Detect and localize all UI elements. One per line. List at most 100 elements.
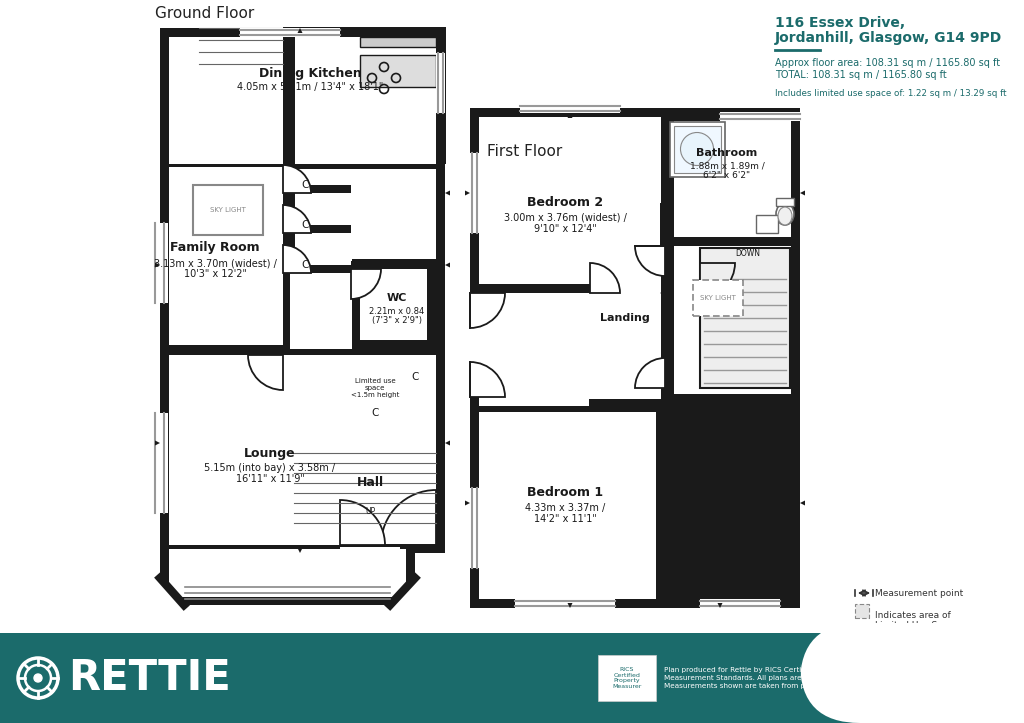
- Bar: [283, 225, 351, 233]
- Text: Plan produced for Rettie by RICS Certified Property Measurer in accordance with : Plan produced for Rettie by RICS Certifi…: [664, 667, 1024, 689]
- Wedge shape: [470, 362, 505, 397]
- Wedge shape: [470, 293, 505, 328]
- Wedge shape: [635, 358, 665, 388]
- Bar: [479, 379, 662, 399]
- Polygon shape: [660, 291, 665, 296]
- Wedge shape: [381, 490, 436, 545]
- Polygon shape: [800, 190, 805, 195]
- Text: Bedroom 3: Bedroom 3: [696, 498, 764, 508]
- Text: 16'11" x 11'9": 16'11" x 11'9": [236, 474, 304, 484]
- Bar: [360, 55, 436, 87]
- Polygon shape: [155, 440, 160, 445]
- Text: Ground Floor: Ground Floor: [155, 6, 254, 20]
- Polygon shape: [445, 262, 450, 268]
- Text: 3.00m x 3.76m (widest) /: 3.00m x 3.76m (widest) /: [504, 213, 627, 223]
- Text: Includes limited use space of: 1.22 sq m / 13.29 sq ft: Includes limited use space of: 1.22 sq m…: [775, 88, 1007, 98]
- Bar: [283, 28, 295, 355]
- Bar: [160, 547, 415, 605]
- Text: Approx floor area: 108.31 sq m / 1165.80 sq ft: Approx floor area: 108.31 sq m / 1165.80…: [775, 58, 1000, 68]
- Bar: [193, 185, 263, 235]
- Text: 6'2" x 6'2": 6'2" x 6'2": [703, 171, 751, 181]
- Bar: [283, 265, 351, 273]
- Bar: [283, 27, 445, 37]
- Bar: [470, 397, 670, 406]
- Text: 10'3" x 12'2": 10'3" x 12'2": [183, 269, 247, 279]
- Bar: [436, 53, 445, 113]
- Bar: [340, 547, 400, 562]
- Bar: [160, 28, 445, 553]
- Wedge shape: [700, 263, 735, 298]
- Bar: [0, 633, 1024, 723]
- Bar: [660, 203, 672, 608]
- Wedge shape: [351, 269, 381, 299]
- Text: Limited use
space
<1.5m height: Limited use space <1.5m height: [351, 378, 399, 398]
- Wedge shape: [248, 355, 283, 390]
- Text: UP: UP: [365, 507, 375, 515]
- Text: Indicates area of
Limited Use Space: Indicates area of Limited Use Space: [874, 611, 959, 630]
- Bar: [283, 185, 351, 193]
- Ellipse shape: [778, 207, 792, 225]
- Text: 1.88m x 1.89m /: 1.88m x 1.89m /: [689, 161, 764, 171]
- Bar: [479, 412, 656, 599]
- Wedge shape: [590, 263, 620, 293]
- Text: 9'10" x 12'4": 9'10" x 12'4": [534, 224, 596, 234]
- Text: 5.15m (into bay) x 3.58m /: 5.15m (into bay) x 3.58m /: [205, 463, 336, 473]
- Bar: [360, 268, 427, 340]
- Polygon shape: [718, 603, 723, 608]
- Polygon shape: [800, 500, 805, 505]
- Bar: [590, 246, 662, 394]
- Bar: [674, 121, 791, 237]
- Wedge shape: [340, 500, 385, 545]
- Text: Bathroom: Bathroom: [696, 148, 758, 158]
- Bar: [290, 259, 352, 349]
- Text: TOTAL: 108.31 sq m / 1165.80 sq ft: TOTAL: 108.31 sq m / 1165.80 sq ft: [775, 70, 947, 80]
- Bar: [674, 126, 721, 173]
- Circle shape: [34, 674, 42, 682]
- Bar: [665, 237, 800, 246]
- Text: WC: WC: [387, 293, 408, 303]
- Polygon shape: [445, 440, 450, 445]
- FancyBboxPatch shape: [800, 623, 1024, 723]
- Text: Landing: Landing: [600, 313, 650, 323]
- Bar: [670, 122, 725, 177]
- Bar: [665, 108, 800, 403]
- Bar: [776, 198, 794, 206]
- Polygon shape: [160, 578, 185, 605]
- Bar: [351, 259, 436, 349]
- Bar: [436, 27, 446, 164]
- Polygon shape: [465, 500, 470, 505]
- Bar: [693, 280, 743, 316]
- Bar: [240, 28, 340, 37]
- Text: C: C: [412, 372, 419, 382]
- Bar: [880, 633, 1024, 723]
- Text: Family Room: Family Room: [170, 241, 260, 254]
- Bar: [598, 655, 656, 701]
- Bar: [160, 345, 445, 355]
- Bar: [290, 353, 436, 545]
- Text: 3.13m x 3.70m (widest) /: 3.13m x 3.70m (widest) /: [154, 258, 276, 268]
- Polygon shape: [155, 262, 160, 268]
- Text: RETTIE: RETTIE: [68, 657, 230, 699]
- Bar: [360, 37, 436, 47]
- Bar: [479, 390, 589, 406]
- Polygon shape: [445, 190, 450, 195]
- Bar: [151, 413, 168, 513]
- Text: Measurement point: Measurement point: [874, 589, 964, 597]
- Bar: [479, 117, 662, 284]
- Bar: [470, 488, 479, 568]
- Bar: [169, 549, 406, 597]
- Text: 4.33m x 3.37m /: 4.33m x 3.37m /: [525, 503, 605, 513]
- Ellipse shape: [681, 132, 714, 166]
- Text: (7'3" x 2'9"): (7'3" x 2'9"): [372, 317, 422, 325]
- Bar: [720, 112, 800, 121]
- Polygon shape: [390, 578, 415, 605]
- Text: Bedroom 2: Bedroom 2: [527, 197, 603, 210]
- Bar: [520, 104, 620, 113]
- Text: First Floor: First Floor: [487, 143, 562, 158]
- Text: 14'2" x 11'1": 14'2" x 11'1": [534, 514, 596, 524]
- Bar: [0, 0, 1024, 633]
- Bar: [290, 169, 436, 349]
- Text: DOWN: DOWN: [735, 249, 761, 257]
- Text: C: C: [301, 220, 308, 230]
- Bar: [756, 215, 778, 233]
